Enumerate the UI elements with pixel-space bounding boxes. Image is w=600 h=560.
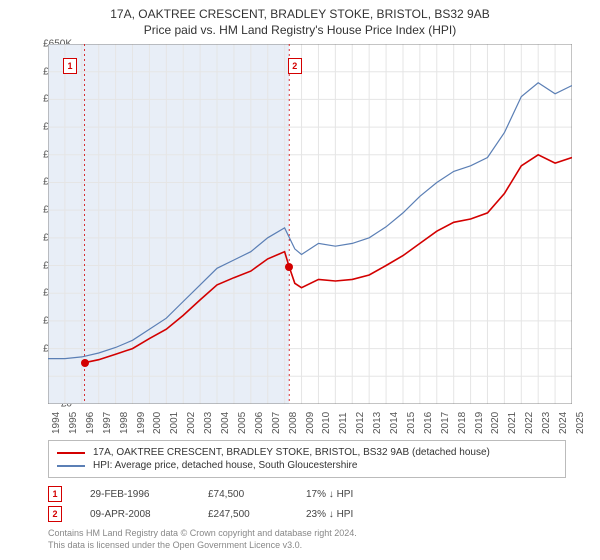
title-subtitle: Price paid vs. HM Land Registry's House … xyxy=(0,22,600,38)
legend-label-hpi: HPI: Average price, detached house, Sout… xyxy=(93,460,357,471)
x-tick-label: 2012 xyxy=(355,412,366,434)
x-tick-label: 2021 xyxy=(507,412,518,434)
x-tick-label: 1995 xyxy=(68,412,79,434)
x-tick-label: 2024 xyxy=(558,412,569,434)
x-tick-label: 2018 xyxy=(457,412,468,434)
legend-swatch-property xyxy=(57,452,85,454)
sale-date: 29-FEB-1996 xyxy=(90,489,180,500)
sale-price: £74,500 xyxy=(208,489,278,500)
x-tick-label: 2007 xyxy=(271,412,282,434)
x-tick-label: 2010 xyxy=(321,412,332,434)
legend-row-hpi: HPI: Average price, detached house, Sout… xyxy=(57,460,557,471)
x-tick-label: 2011 xyxy=(338,412,349,434)
x-tick-label: 1998 xyxy=(119,412,130,434)
chart-container: 17A, OAKTREE CRESCENT, BRADLEY STOKE, BR… xyxy=(0,0,600,560)
sale-point-dot xyxy=(81,359,89,367)
x-tick-label: 2006 xyxy=(254,412,265,434)
x-tick-label: 2000 xyxy=(152,412,163,434)
legend: 17A, OAKTREE CRESCENT, BRADLEY STOKE, BR… xyxy=(48,440,566,478)
x-tick-label: 2019 xyxy=(474,412,485,434)
x-tick-label: 2002 xyxy=(186,412,197,434)
sale-delta: 17% ↓ HPI xyxy=(306,489,353,500)
x-tick-label: 1994 xyxy=(51,412,62,434)
chart-svg xyxy=(48,44,572,404)
footer: Contains HM Land Registry data © Crown c… xyxy=(48,528,357,551)
footer-line1: Contains HM Land Registry data © Crown c… xyxy=(48,528,357,540)
sale-date: 09-APR-2008 xyxy=(90,509,180,520)
sale-price: £247,500 xyxy=(208,509,278,520)
x-tick-label: 2014 xyxy=(389,412,400,434)
sale-marker-2: 2 xyxy=(48,506,62,522)
x-tick-label: 2022 xyxy=(524,412,535,434)
chart-marker-2: 2 xyxy=(288,58,302,74)
x-tick-label: 2025 xyxy=(575,412,586,434)
chart-marker-1: 1 xyxy=(63,58,77,74)
plot-area: 12 xyxy=(48,44,572,404)
sale-marker-1: 1 xyxy=(48,486,62,502)
legend-swatch-hpi xyxy=(57,465,85,467)
x-tick-label: 2016 xyxy=(423,412,434,434)
x-tick-label: 2003 xyxy=(203,412,214,434)
sales-table: 1 29-FEB-1996 £74,500 17% ↓ HPI 2 09-APR… xyxy=(48,486,353,526)
x-tick-label: 1996 xyxy=(85,412,96,434)
sale-point-dot xyxy=(285,263,293,271)
x-tick-label: 1999 xyxy=(136,412,147,434)
legend-label-property: 17A, OAKTREE CRESCENT, BRADLEY STOKE, BR… xyxy=(93,447,490,458)
footer-line2: This data is licensed under the Open Gov… xyxy=(48,540,357,552)
x-tick-label: 2023 xyxy=(541,412,552,434)
chart-title: 17A, OAKTREE CRESCENT, BRADLEY STOKE, BR… xyxy=(0,0,600,38)
title-address: 17A, OAKTREE CRESCENT, BRADLEY STOKE, BR… xyxy=(0,6,600,22)
table-row: 2 09-APR-2008 £247,500 23% ↓ HPI xyxy=(48,506,353,522)
legend-row-property: 17A, OAKTREE CRESCENT, BRADLEY STOKE, BR… xyxy=(57,447,557,458)
x-tick-label: 1997 xyxy=(102,412,113,434)
x-tick-label: 2004 xyxy=(220,412,231,434)
x-tick-label: 2008 xyxy=(288,412,299,434)
x-tick-label: 2005 xyxy=(237,412,248,434)
x-tick-label: 2015 xyxy=(406,412,417,434)
x-tick-label: 2020 xyxy=(490,412,501,434)
x-tick-label: 2017 xyxy=(440,412,451,434)
sale-delta: 23% ↓ HPI xyxy=(306,509,353,520)
x-tick-label: 2013 xyxy=(372,412,383,434)
x-tick-label: 2001 xyxy=(169,412,180,434)
table-row: 1 29-FEB-1996 £74,500 17% ↓ HPI xyxy=(48,486,353,502)
x-tick-label: 2009 xyxy=(305,412,316,434)
